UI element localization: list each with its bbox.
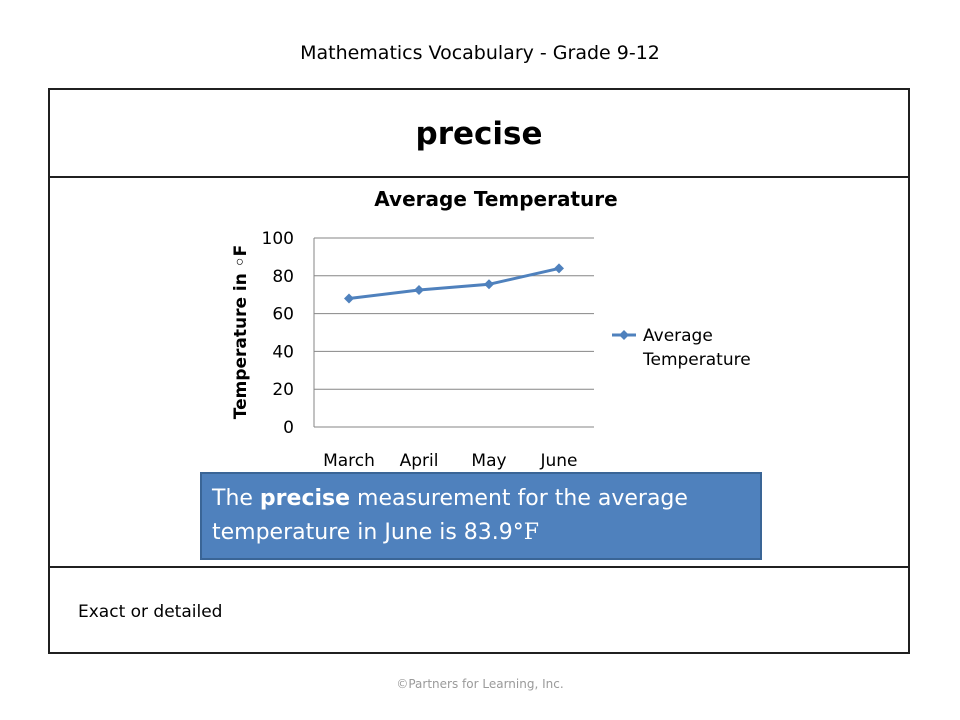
page-header: Mathematics Vocabulary - Grade 9-12 (300, 42, 660, 64)
chart-gridlines (313, 237, 594, 428)
definition-text: Exact or detailed (78, 602, 223, 622)
vocabulary-word: precise (415, 116, 543, 152)
y-tick-label: 100 (262, 229, 294, 249)
y-axis-label: Temperature in ◦F (231, 245, 251, 420)
data-point (414, 284, 424, 295)
legend-label: Average Temperature (642, 326, 751, 370)
y-tick-label: 40 (272, 342, 294, 362)
callout-unit: °F (512, 520, 540, 545)
x-tick-label: March (323, 451, 375, 471)
data-point (554, 263, 564, 274)
divider-top (50, 176, 908, 178)
y-tick-label: 60 (272, 305, 294, 325)
data-point (344, 293, 354, 304)
y-axis-ticks: 0 20 40 60 80 100 (262, 229, 294, 438)
series-line (348, 266, 560, 300)
x-tick-label: May (471, 451, 506, 471)
x-axis-ticks: March April May June (323, 451, 577, 471)
example-callout: The precise measurement for the average … (200, 472, 762, 560)
x-tick-label: April (400, 451, 439, 471)
y-tick-label: 80 (272, 267, 294, 287)
callout-prefix: The (212, 486, 260, 511)
callout-bold-word: precise (259, 486, 351, 511)
footer-copyright: ©Partners for Learning, Inc. (396, 677, 564, 691)
legend-marker (619, 330, 629, 340)
data-point (484, 279, 494, 290)
divider-bottom (50, 566, 908, 568)
chart-legend: Average Temperature (612, 326, 751, 370)
y-tick-label: 20 (272, 380, 294, 400)
callout-middle: measurement for the average temperature … (212, 486, 688, 545)
x-tick-label: June (539, 451, 577, 471)
y-tick-label: 0 (283, 418, 294, 438)
vocabulary-card: precise Exact or detailed (48, 88, 910, 654)
chart-series (344, 263, 564, 304)
chart-title: Average Temperature (374, 187, 617, 211)
